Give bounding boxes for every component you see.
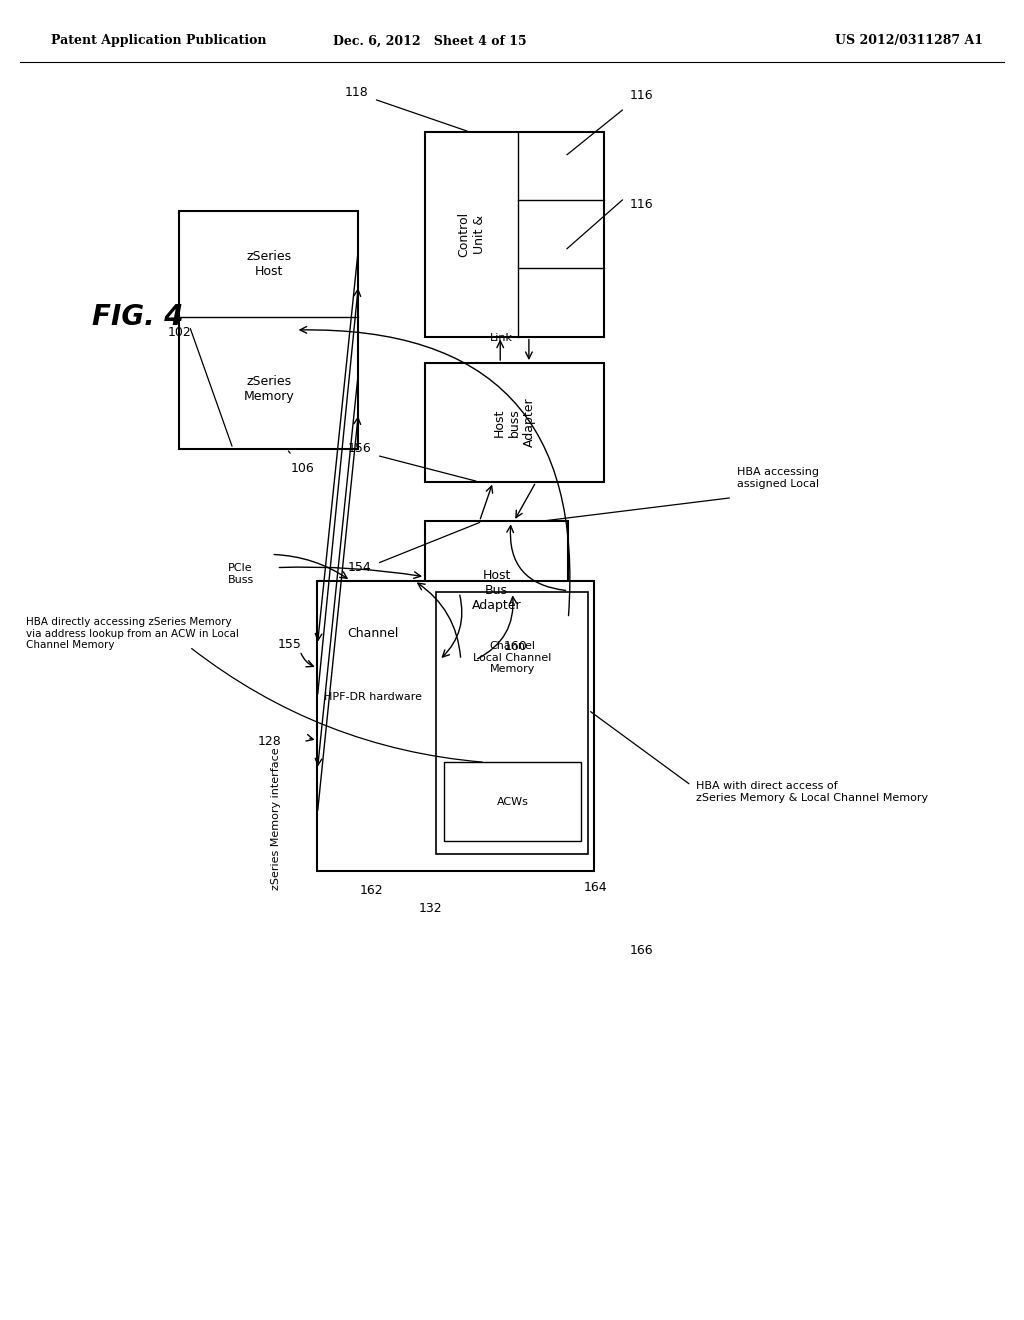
Text: FIG. 4: FIG. 4 xyxy=(92,302,183,331)
Text: HPF-DR hardware: HPF-DR hardware xyxy=(324,692,422,702)
Text: 155: 155 xyxy=(278,638,302,651)
Text: Dec. 6, 2012   Sheet 4 of 15: Dec. 6, 2012 Sheet 4 of 15 xyxy=(333,34,527,48)
Bar xyxy=(425,363,604,482)
Text: 106: 106 xyxy=(290,462,314,475)
Bar xyxy=(425,521,568,660)
Text: 156: 156 xyxy=(348,442,372,455)
Text: zSeries Memory interface: zSeries Memory interface xyxy=(271,747,282,890)
Text: Host
Bus
Adapter: Host Bus Adapter xyxy=(472,569,521,612)
Text: 132: 132 xyxy=(418,902,442,915)
Bar xyxy=(444,762,581,841)
Text: Host
buss
Adapter: Host buss Adapter xyxy=(494,397,536,447)
Text: PCIe
Buss: PCIe Buss xyxy=(227,564,254,585)
Text: HBA accessing
assigned Local: HBA accessing assigned Local xyxy=(737,467,819,488)
Text: Channel: Channel xyxy=(347,627,398,640)
Text: Channel
Local Channel
Memory: Channel Local Channel Memory xyxy=(473,642,552,675)
Bar xyxy=(179,211,358,449)
Text: Control
Unit &: Control Unit & xyxy=(458,211,485,257)
Text: 160: 160 xyxy=(504,640,527,653)
Bar xyxy=(425,132,604,337)
Text: 128: 128 xyxy=(258,735,282,748)
Text: zSeries
Host: zSeries Host xyxy=(246,249,292,279)
Text: 118: 118 xyxy=(345,86,369,99)
Text: 116: 116 xyxy=(630,88,653,102)
Text: ACWs: ACWs xyxy=(497,796,528,807)
Text: Patent Application Publication: Patent Application Publication xyxy=(51,34,266,48)
Text: US 2012/0311287 A1: US 2012/0311287 A1 xyxy=(835,34,983,48)
Bar xyxy=(436,593,589,854)
Text: zSeries
Memory: zSeries Memory xyxy=(244,375,294,404)
Text: HBA directly accessing zSeries Memory
via address lookup from an ACW in Local
Ch: HBA directly accessing zSeries Memory vi… xyxy=(26,616,239,651)
Text: Link: Link xyxy=(489,333,512,343)
Text: 164: 164 xyxy=(584,880,607,894)
Bar xyxy=(317,581,594,871)
Text: 116: 116 xyxy=(630,198,653,211)
Text: 166: 166 xyxy=(630,944,653,957)
Text: 162: 162 xyxy=(359,884,384,898)
Text: 102: 102 xyxy=(167,326,191,339)
Text: 154: 154 xyxy=(348,561,372,574)
Text: HBA with direct access of
zSeries Memory & Local Channel Memory: HBA with direct access of zSeries Memory… xyxy=(696,781,929,803)
